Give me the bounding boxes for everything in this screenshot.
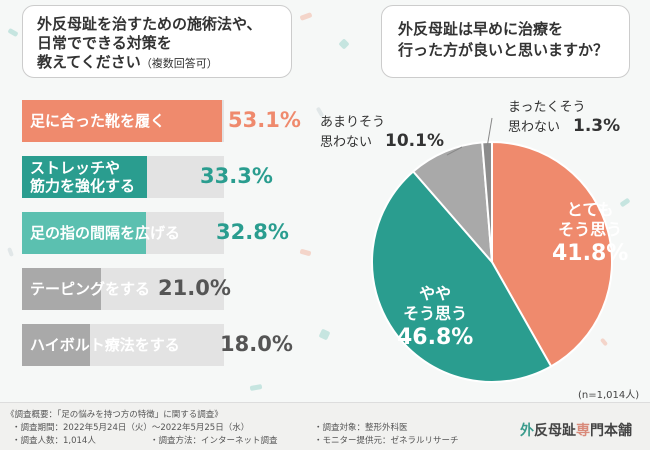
bar: 足に合った靴を履く — [22, 100, 222, 142]
bar-label: テーピングをする — [30, 280, 150, 298]
sample-size-label: (n=1,014人) — [578, 390, 640, 401]
right-question-line: 行った方が良いと思いますか？ — [398, 41, 609, 59]
bar-label: ハイボルト療法をする — [30, 336, 180, 354]
pie-value-label: 41.8% — [552, 241, 629, 266]
pie-label-line: やや — [419, 284, 452, 303]
bar-fill — [22, 100, 222, 142]
bar-value-label: 32.8% — [216, 220, 289, 244]
brand-logo-part: 外 — [520, 423, 534, 439]
bar-fill — [22, 212, 146, 254]
left-question-note: （複数回答可） — [140, 57, 218, 70]
pie-slice — [481, 140, 493, 263]
bar-label-line: ハイボルト療法をする — [30, 336, 180, 354]
bar-label-line: 足の指の間隔を広げる — [30, 224, 181, 242]
bar: ストレッチや 筋力を強化する — [22, 156, 147, 198]
survey-period: ・調査期間：2022年5月24日（火）〜2022年5月25日（水） — [12, 423, 250, 433]
bar-fill — [22, 324, 90, 366]
bar: テーピングをする — [22, 268, 150, 310]
pie-label-line: そう思う — [403, 304, 468, 323]
pie-label-line: あまりそう — [320, 115, 386, 130]
pie-value-label: 46.8% — [397, 325, 474, 350]
pie-label-line: 思わない — [508, 120, 574, 135]
bar-value-label: 53.1% — [228, 108, 301, 132]
bar-value-label: 33.3% — [200, 164, 273, 188]
bar-label-line: 足に合った靴を履く — [30, 112, 166, 130]
bar-label: ストレッチや 筋力を強化する — [30, 159, 135, 195]
pie-label-line: まったくそう — [508, 100, 586, 115]
pie-slice — [411, 141, 494, 265]
pie-label-line: とても — [566, 200, 614, 219]
pie-label-line: 思わない — [320, 135, 386, 150]
survey-people: ・調査人数：1,014人 — [12, 436, 96, 446]
pie-label: まったくそう 思わない 1.3% — [508, 98, 620, 137]
right-question-box: 外反母趾は早めに治療を 行った方が良いと思いますか？ — [381, 5, 630, 78]
left-question-line: 日常でできる対策を — [37, 34, 172, 52]
survey-footer: 《調査概要：「足の悩みを持つ方の特徴」に関する調査》 ・調査期間：2022年5月… — [0, 402, 650, 450]
left-question-line: 外反母趾を治すための施術法や、 — [37, 15, 262, 33]
survey-method: ・調査方法：インターネット調査 — [150, 436, 278, 446]
bar: 足の指の間隔を広げる — [22, 212, 180, 254]
survey-overview: 《調査概要：「足の悩みを持つ方の特徴」に関する調査》 — [6, 410, 223, 420]
pie-leader-line — [446, 146, 463, 156]
bar-fill — [22, 156, 147, 198]
bar-label: 足に合った靴を履く — [30, 112, 165, 130]
survey-provider: ・モニター提供元：ゼネラルリサーチ — [314, 436, 459, 446]
bar-label: 足の指の間隔を広げる — [30, 224, 180, 242]
pie-label: あまりそう思わない 10.1% — [320, 113, 444, 152]
left-question-box: 外反母趾を治すための施術法や、 日常でできる対策を 教えてください（複数回答可） — [22, 5, 292, 78]
survey-target: ・調査対象：整形外科医 — [314, 423, 408, 433]
pie-slice — [491, 140, 613, 368]
bar: ハイボルト療法をする — [22, 324, 180, 366]
brand-logo-part: 反母趾 — [534, 423, 576, 439]
bar-value-label: 18.0% — [220, 332, 293, 356]
right-question-line: 外反母趾は早めに治療を — [398, 20, 564, 38]
brand-logo-part: 専 — [576, 423, 590, 439]
bar-fill — [22, 268, 101, 310]
bar-value-label: 21.0% — [158, 276, 231, 300]
pie-value-label: 1.3% — [573, 116, 621, 136]
pie-label-line: そう思う — [558, 220, 623, 239]
pie-value-label: 10.1% — [385, 131, 444, 151]
bar-label-line: ストレッチや — [30, 159, 121, 177]
brand-logo-part: 門本舗 — [590, 423, 632, 439]
bar-label-line: 筋力を強化する — [30, 177, 136, 195]
bar-label-line: テーピングをする — [30, 280, 151, 298]
pie-slice — [371, 170, 553, 383]
left-question-line: 教えてください — [37, 53, 141, 71]
pie-leader-line — [486, 117, 493, 147]
pie-label: とても そう思う 41.8% — [552, 200, 628, 268]
brand-logo: 外反母趾専門本舗 — [520, 420, 632, 440]
pie-label: やや そう思う 46.8% — [397, 284, 473, 352]
